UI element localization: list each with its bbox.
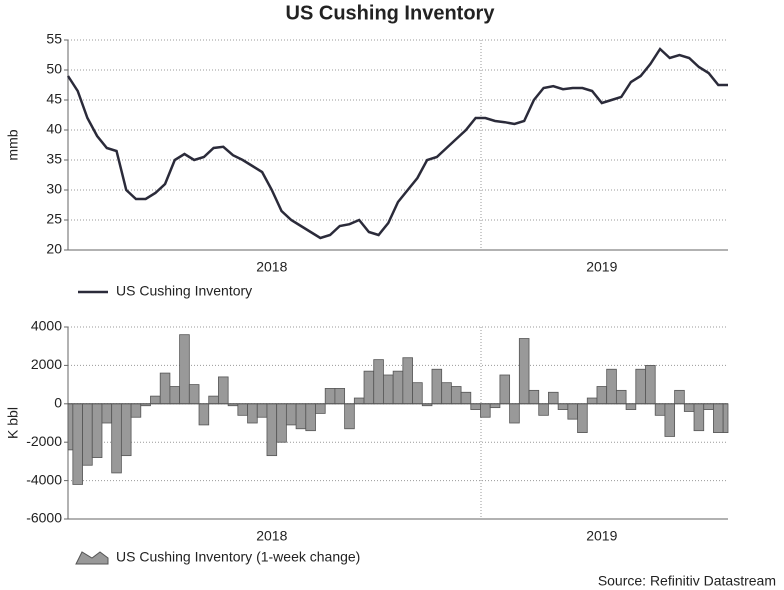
- y-tick-label: -2000: [26, 433, 62, 449]
- bar: [480, 403, 491, 418]
- x-tick-label: 2018: [256, 259, 287, 275]
- bar: [305, 403, 316, 432]
- bar: [509, 403, 520, 424]
- y-axis-label: K bbl: [5, 407, 21, 439]
- bar: [266, 403, 278, 457]
- y-tick-label: 55: [46, 31, 62, 47]
- bar: [256, 403, 268, 418]
- y-tick-label: 50: [46, 61, 62, 77]
- bar: [208, 395, 219, 405]
- y-tick-label: 35: [46, 151, 62, 167]
- y-tick-label: 45: [46, 91, 62, 107]
- bar: [188, 384, 200, 405]
- x-tick-label: 2019: [586, 528, 617, 544]
- bar: [538, 403, 549, 416]
- bar: [441, 382, 452, 405]
- y-tick-label: 25: [46, 211, 62, 227]
- bar: [334, 388, 346, 405]
- bar: [237, 403, 248, 416]
- bar: [625, 403, 637, 410]
- bar: [169, 386, 181, 405]
- bar: [150, 395, 161, 405]
- y-tick-label: 2000: [31, 356, 62, 372]
- bar: [615, 389, 627, 405]
- bar: [130, 403, 142, 418]
- bar: [635, 368, 646, 405]
- y-tick-label: 40: [46, 121, 62, 137]
- bar: [674, 389, 685, 405]
- bar: [577, 403, 588, 433]
- bar: [179, 334, 190, 405]
- bar: [654, 403, 666, 416]
- bar: [557, 403, 569, 410]
- bar: [373, 359, 384, 405]
- bar: [499, 374, 511, 405]
- bar: [518, 338, 530, 405]
- source-note: Source: Refinitiv Datastream: [598, 573, 776, 589]
- bar: [101, 403, 113, 424]
- x-tick-label: 2019: [586, 259, 617, 275]
- bar: [567, 403, 578, 420]
- bar: [528, 389, 540, 405]
- bar: [344, 403, 355, 430]
- bar: [82, 403, 93, 466]
- bar: [218, 376, 229, 405]
- bar: [198, 403, 210, 426]
- bar: [713, 403, 724, 433]
- chart-title: US Cushing Inventory: [286, 2, 496, 24]
- bar: [363, 370, 375, 405]
- bar: [596, 386, 608, 405]
- bar: [72, 403, 83, 485]
- y-tick-label: 4000: [31, 318, 62, 334]
- bar: [247, 403, 258, 424]
- line: [66, 47, 728, 240]
- x-tick-label: 2018: [256, 528, 287, 544]
- bar: [324, 388, 336, 405]
- bar: [586, 397, 598, 405]
- bar: [664, 403, 676, 437]
- bar: [722, 403, 729, 433]
- bar: [120, 403, 132, 457]
- bar: [548, 391, 559, 405]
- bar: [285, 403, 297, 426]
- bar: [470, 403, 481, 410]
- y-tick-label: -4000: [26, 471, 62, 487]
- bar: [91, 403, 103, 458]
- bar: [645, 364, 656, 405]
- y-tick-label: -6000: [26, 510, 62, 526]
- bar: [412, 382, 423, 405]
- legend-swatch: [75, 551, 109, 565]
- bar: [111, 403, 122, 474]
- y-tick-label: 30: [46, 181, 62, 197]
- bar: [450, 386, 462, 405]
- bar: [683, 403, 695, 412]
- bar: [693, 403, 705, 432]
- bar: [392, 370, 404, 405]
- bar: [353, 397, 365, 405]
- bar: [606, 368, 617, 405]
- y-tick-label: 0: [54, 395, 62, 411]
- bar: [489, 403, 501, 409]
- bar: [431, 368, 443, 405]
- bar: [402, 357, 413, 405]
- y-axis-label: mmb: [5, 129, 21, 160]
- y-tick-label: 20: [46, 241, 62, 257]
- bar: [67, 403, 74, 451]
- bar: [276, 403, 287, 443]
- legend-label: US Cushing Inventory: [116, 283, 252, 299]
- bar: [315, 403, 326, 414]
- bar: [703, 403, 714, 410]
- legend-label: US Cushing Inventory (1-week change): [116, 549, 360, 565]
- bar: [295, 403, 307, 430]
- bar: [159, 372, 171, 405]
- bar: [460, 391, 472, 405]
- bar: [383, 374, 394, 405]
